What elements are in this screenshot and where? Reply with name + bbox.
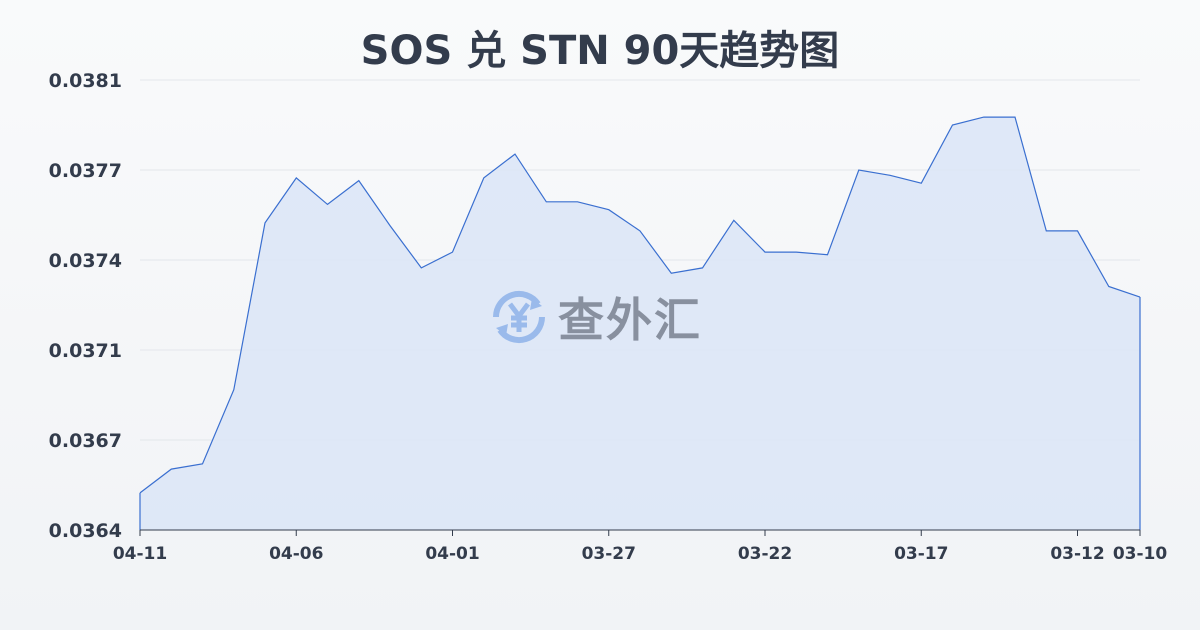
x-tick-label: 03-22 (738, 544, 792, 564)
x-tick-label: 04-11 (113, 544, 167, 564)
y-tick-label: 0.0381 (49, 70, 122, 92)
y-tick-label: 0.0374 (49, 250, 122, 272)
area-fill (140, 117, 1140, 530)
x-tick-label: 04-06 (269, 544, 323, 564)
x-tick-label: 04-01 (425, 544, 479, 564)
y-tick-label: 0.0377 (49, 160, 122, 182)
x-tick-label: 03-27 (582, 544, 636, 564)
x-tick-label: 03-17 (894, 544, 948, 564)
series-line (139, 116, 1141, 494)
y-tick-label: 0.0371 (49, 340, 122, 362)
y-tick-label: 0.0364 (49, 520, 122, 542)
x-tick-label: 03-12 (1050, 544, 1104, 564)
watermark: 查外汇 (488, 284, 702, 350)
yen-exchange-icon (492, 290, 546, 344)
x-tick-label: 03-10 (1113, 544, 1168, 564)
y-tick-label: 0.0367 (49, 430, 122, 452)
watermark-text: 查外汇 (558, 293, 702, 347)
chart-title: SOS 兑 STN 90天趋势图 (360, 28, 840, 74)
